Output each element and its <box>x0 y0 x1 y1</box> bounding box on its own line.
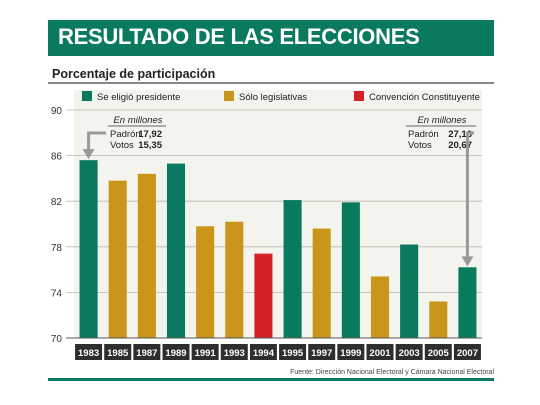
y-tick-label: 78 <box>51 243 63 254</box>
legend-swatch-leg <box>224 91 234 101</box>
y-tick-label: 82 <box>51 197 63 208</box>
source-note: Fuente: Dirección Nacional Electoral y C… <box>290 369 494 376</box>
y-tick-label: 74 <box>51 288 63 299</box>
annotation-arrow-line <box>87 131 106 151</box>
x-tick-bg <box>424 344 452 360</box>
x-tick-bg <box>220 344 248 360</box>
x-tick-label: 2007 <box>457 348 478 359</box>
x-tick-bg <box>308 344 336 360</box>
chart-subtitle: Porcentaje de participación <box>52 67 216 81</box>
annotation-label-1983: Votos <box>110 140 134 151</box>
annotation-label-2007: Votos <box>408 140 432 151</box>
bar-1994 <box>254 253 273 338</box>
x-tick-label: 1991 <box>195 348 217 359</box>
bar-1999 <box>341 202 360 338</box>
annotation-label-2007: Padrón <box>408 129 439 140</box>
x-tick-bg <box>337 344 365 360</box>
x-tick-bg <box>395 344 423 360</box>
annotation-arrow-line <box>465 131 474 258</box>
x-tick-bg <box>133 344 161 360</box>
x-tick-label: 1997 <box>311 348 332 359</box>
annotation-heading-2007: En millones <box>417 115 466 126</box>
bar-1983 <box>79 160 98 338</box>
annotation-value-2007: 20,67 <box>448 140 472 151</box>
bar-1989 <box>166 163 186 338</box>
bar-2007 <box>458 267 477 338</box>
bar-1997 <box>312 228 331 338</box>
bar-1987 <box>137 173 156 338</box>
annotation-label-1983: Padrón <box>110 129 141 140</box>
x-tick-bg <box>162 344 190 360</box>
x-tick-label: 2005 <box>428 348 450 359</box>
x-tick-label: 2001 <box>369 348 391 359</box>
legend-label-pres: Se eligió presidente <box>97 92 180 103</box>
bar-1985 <box>108 180 127 338</box>
x-tick-bg <box>75 344 103 360</box>
x-tick-label: 1994 <box>253 348 275 359</box>
x-tick-label: 1987 <box>136 348 157 359</box>
x-tick-bg <box>249 344 277 360</box>
legend-swatch-conv <box>354 91 364 101</box>
x-tick-bg <box>279 344 307 360</box>
x-tick-bg <box>366 344 394 360</box>
x-tick-label: 1985 <box>107 348 129 359</box>
bottom-rule <box>48 378 494 381</box>
x-tick-label: 1999 <box>340 348 361 359</box>
x-tick-label: 1983 <box>78 348 99 359</box>
title-banner: RESULTADO DE LAS ELECCIONES <box>48 20 494 56</box>
y-tick-label: 90 <box>51 106 63 117</box>
legend-swatch-pres <box>82 91 92 101</box>
legend-label-conv: Convención Constituyente <box>369 92 480 103</box>
bar-2001 <box>370 276 390 338</box>
bar-1993 <box>225 221 244 338</box>
x-tick-label: 2003 <box>399 348 420 359</box>
annotation-arrow-head <box>461 256 474 267</box>
x-tick-bg <box>104 344 132 360</box>
x-tick-label: 1995 <box>282 348 304 359</box>
x-tick-bg <box>453 344 481 360</box>
y-tick-label: 70 <box>51 334 63 345</box>
annotation-value-1983: 17,92 <box>138 129 162 140</box>
annotation-heading-1983: En millones <box>113 115 162 126</box>
chart-title: RESULTADO DE LAS ELECCIONES <box>58 24 420 49</box>
x-tick-label: 1993 <box>224 348 245 359</box>
plot-background <box>74 90 482 338</box>
annotation-value-2007: 27,16 <box>448 129 472 140</box>
x-tick-label: 1989 <box>165 348 186 359</box>
bar-2005 <box>429 301 448 338</box>
bar-1991 <box>196 226 215 338</box>
legend-label-leg: Sólo legislativas <box>239 92 307 103</box>
x-tick-bg <box>191 344 219 360</box>
annotation-value-1983: 15,35 <box>138 140 162 151</box>
y-tick-label: 86 <box>51 152 63 163</box>
annotation-arrow-head <box>82 149 95 160</box>
bar-2003 <box>400 244 419 338</box>
bar-1995 <box>283 200 302 338</box>
subtitle-divider <box>48 82 494 84</box>
